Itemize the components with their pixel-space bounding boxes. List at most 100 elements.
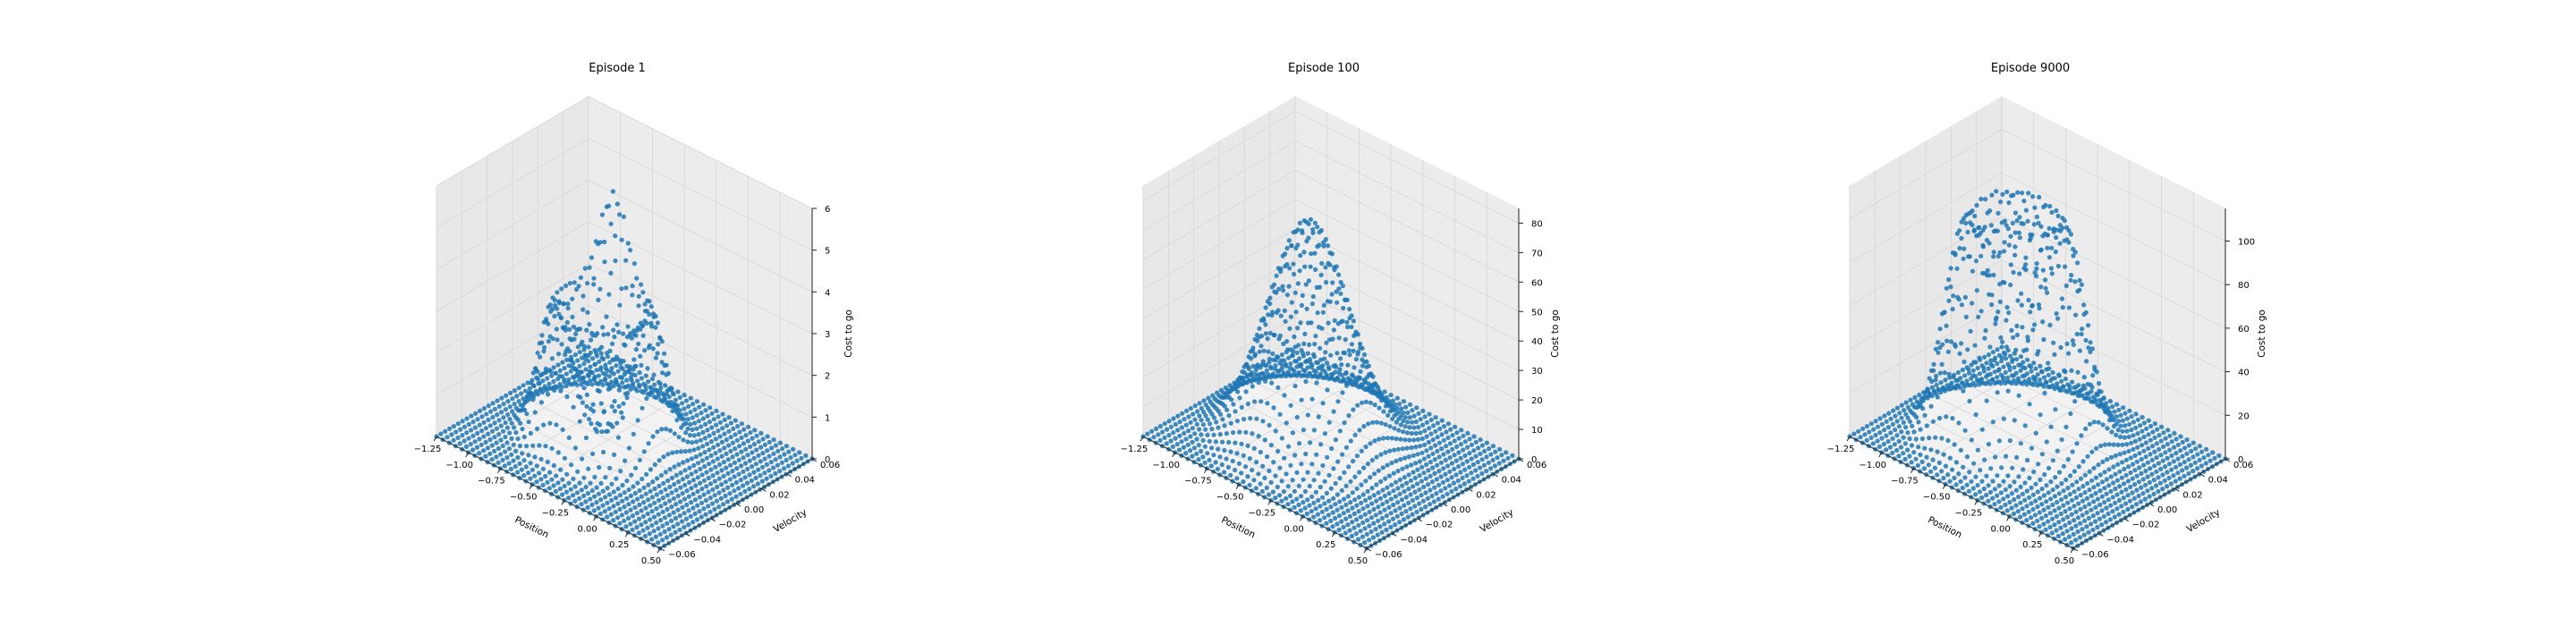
- data-point: [1360, 506, 1366, 512]
- data-point: [1338, 291, 1343, 296]
- data-point: [1467, 464, 1472, 470]
- data-point: [2159, 424, 2165, 429]
- data-point: [1339, 487, 1344, 493]
- data-point: [623, 285, 629, 291]
- data-point: [541, 349, 547, 354]
- data-point: [1356, 495, 1361, 500]
- data-point: [613, 233, 618, 239]
- data-point: [1322, 515, 1327, 521]
- data-point: [1979, 427, 1985, 432]
- data-point: [1991, 250, 1996, 255]
- data-point: [1209, 445, 1215, 451]
- data-point: [1248, 416, 1253, 421]
- y-tick-mark: [2123, 518, 2129, 522]
- data-point: [2030, 327, 2036, 333]
- data-point: [1314, 380, 1319, 386]
- data-point: [2216, 453, 2222, 458]
- data-point: [1469, 456, 1474, 462]
- data-point: [584, 392, 589, 397]
- data-point: [612, 452, 617, 457]
- data-point: [619, 286, 624, 292]
- data-point: [579, 487, 584, 493]
- data-point: [1345, 522, 1351, 528]
- data-point: [2030, 521, 2036, 526]
- data-point: [1961, 216, 1966, 221]
- data-point: [2089, 478, 2095, 483]
- data-point: [2135, 431, 2140, 436]
- data-point: [1237, 395, 1242, 401]
- data-point: [2022, 497, 2028, 503]
- data-point: [569, 358, 574, 363]
- data-point: [2043, 202, 2048, 208]
- data-point: [1402, 437, 1408, 443]
- data-point: [2174, 464, 2179, 470]
- data-point: [1406, 472, 1411, 478]
- data-point: [2056, 520, 2062, 525]
- data-point: [486, 431, 491, 436]
- data-point: [2023, 208, 2029, 213]
- data-point: [1273, 473, 1278, 479]
- data-point: [1260, 359, 1266, 364]
- data-point: [692, 511, 698, 517]
- data-point: [490, 401, 496, 406]
- data-point: [2014, 454, 2020, 460]
- data-point: [1417, 459, 1422, 464]
- data-point: [2130, 504, 2135, 510]
- data-point: [1345, 508, 1351, 513]
- gridline: [1142, 111, 1296, 201]
- gridline: [1849, 259, 2003, 350]
- data-point: [2128, 470, 2133, 476]
- data-point: [685, 426, 691, 431]
- data-point: [2074, 441, 2080, 446]
- data-point: [1233, 381, 1239, 386]
- data-point: [668, 386, 674, 393]
- data-point: [2093, 490, 2098, 496]
- data-point: [2046, 504, 2051, 510]
- panel-title: Episode 9000: [1991, 62, 2070, 75]
- data-point: [727, 477, 733, 482]
- data-point: [530, 443, 536, 448]
- data-point: [570, 314, 575, 319]
- data-point: [2044, 439, 2049, 445]
- data-point: [620, 498, 625, 504]
- data-point: [606, 420, 611, 427]
- data-point: [675, 521, 681, 527]
- data-point: [2126, 464, 2131, 470]
- data-point: [674, 406, 680, 411]
- data-point: [1222, 403, 1227, 409]
- data-point: [1973, 258, 1979, 264]
- data-point: [1385, 499, 1390, 504]
- z-tick-label: 70: [1531, 249, 1543, 258]
- data-point: [703, 408, 708, 413]
- data-point: [1980, 242, 1986, 248]
- data-point: [1968, 383, 1973, 388]
- data-point: [650, 479, 656, 485]
- data-point: [1432, 485, 1437, 490]
- data-point: [636, 293, 641, 299]
- data-point: [587, 322, 592, 327]
- data-point: [1263, 305, 1268, 310]
- data-point: [2167, 433, 2173, 438]
- data-point: [1333, 480, 1338, 487]
- data-point: [545, 459, 550, 465]
- data-point: [626, 502, 631, 507]
- data-point: [771, 437, 776, 443]
- data-point: [691, 402, 696, 407]
- y-tick-label: −0.04: [1400, 535, 1428, 545]
- data-point: [2148, 452, 2153, 457]
- data-point: [1385, 485, 1390, 490]
- data-point: [2023, 262, 2029, 267]
- data-point: [1881, 441, 1886, 447]
- data-point: [1967, 470, 1972, 475]
- data-point: [767, 453, 772, 459]
- data-point: [538, 477, 544, 482]
- data-point: [1389, 460, 1394, 466]
- data-point: [1891, 408, 1896, 413]
- data-point: [1401, 418, 1406, 424]
- data-point: [496, 403, 502, 409]
- data-point: [567, 281, 573, 286]
- data-point: [1276, 286, 1282, 292]
- data-point: [1315, 225, 1320, 230]
- data-point: [2165, 484, 2170, 489]
- data-point: [1243, 389, 1249, 394]
